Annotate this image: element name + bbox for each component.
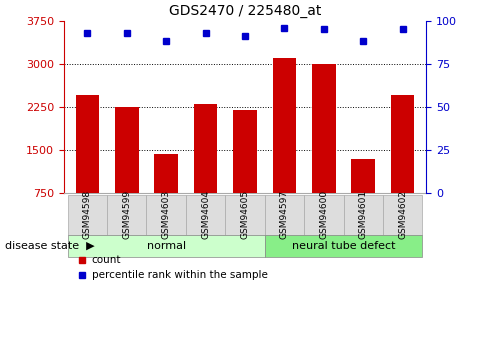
Bar [351,159,375,193]
Bar [194,104,218,193]
Legend: count, percentile rank within the sample: count, percentile rank within the sample [73,251,271,285]
Bar [233,110,257,193]
Text: normal: normal [147,241,186,251]
Text: GSM94601: GSM94601 [359,190,368,239]
Text: GSM94597: GSM94597 [280,190,289,239]
Text: GSM94605: GSM94605 [241,190,249,239]
Text: disease state  ▶: disease state ▶ [5,241,95,251]
Bar [312,64,336,193]
Text: GSM94599: GSM94599 [122,190,131,239]
Bar [75,96,99,193]
Text: GSM94598: GSM94598 [83,190,92,239]
Text: neural tube defect: neural tube defect [292,241,395,251]
Bar [154,154,178,193]
Text: GSM94602: GSM94602 [398,190,407,239]
Text: GSM94604: GSM94604 [201,190,210,239]
Bar [391,96,415,193]
Text: GSM94603: GSM94603 [162,190,171,239]
Bar [115,107,139,193]
Bar [272,58,296,193]
Title: GDS2470 / 225480_at: GDS2470 / 225480_at [169,4,321,18]
Text: GSM94600: GSM94600 [319,190,328,239]
